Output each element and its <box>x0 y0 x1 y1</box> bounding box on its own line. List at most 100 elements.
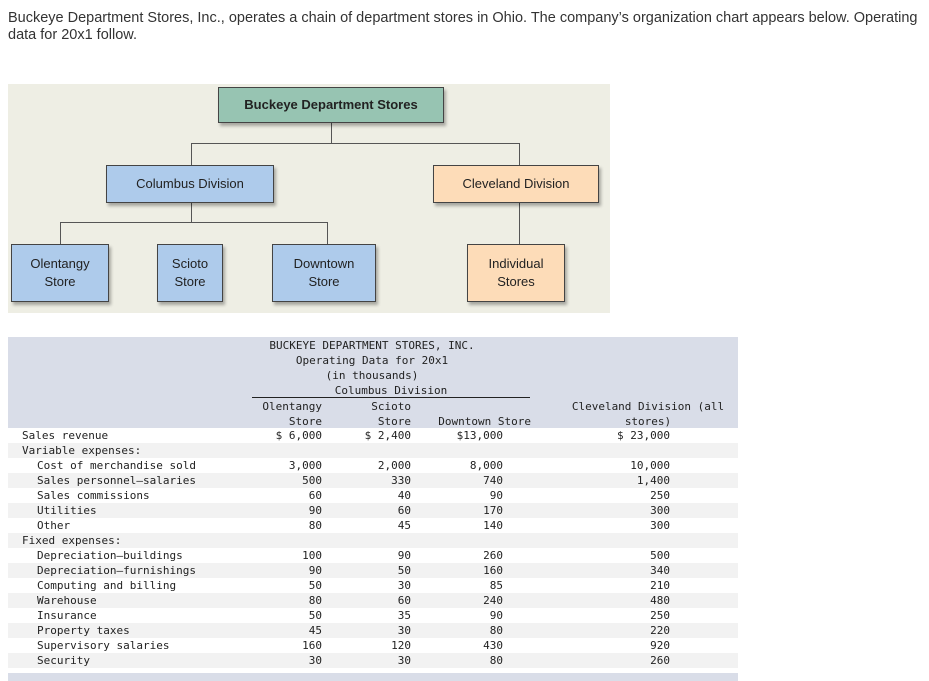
cell-value: 10,000 <box>630 459 670 472</box>
org-box-individual-stores: Individual Stores <box>467 244 565 302</box>
cell-value: 30 <box>397 579 411 592</box>
cell-value: 240 <box>483 594 503 607</box>
org-box-company: Buckeye Department Stores <box>218 87 444 123</box>
cell-value: 920 <box>650 639 670 652</box>
cell-value: 50 <box>397 564 411 577</box>
row-label: Sales personnel—salaries <box>37 474 196 487</box>
cell-value: 160 <box>302 639 322 652</box>
row-label: Variable expenses: <box>22 444 142 457</box>
org-chart: Buckeye Department Stores Columbus Divis… <box>8 84 610 313</box>
row-label: Property taxes <box>37 624 130 637</box>
cell-value: 90 <box>308 504 322 517</box>
cell-value: $13,000 <box>456 429 503 442</box>
row-label: Fixed expenses: <box>22 534 122 547</box>
col-header-olentangy: Olentangy Store <box>262 400 322 428</box>
cell-value: 480 <box>650 594 670 607</box>
org-box-olentangy-store: Olentangy Store <box>11 244 109 302</box>
cell-value: 90 <box>489 489 503 502</box>
cell-value: 60 <box>397 504 411 517</box>
cell-value: 45 <box>308 624 322 637</box>
cell-value: $ 6,000 <box>275 429 322 442</box>
table-row: Variable expenses: <box>8 443 738 458</box>
table-row: Fixed expenses: <box>8 533 738 548</box>
row-label: Supervisory salaries <box>37 639 170 652</box>
cell-value: 90 <box>397 549 411 562</box>
cell-value: $ 23,000 <box>617 429 670 442</box>
cell-value: 80 <box>489 654 503 667</box>
table-row: Sales revenue $ 6,000 $ 2,400 $13,000 $ 23,0… <box>8 428 738 443</box>
cell-value: 120 <box>391 639 411 652</box>
table-row: Cost of merchandise sold 3,000 2,000 8,000 1… <box>8 458 738 473</box>
cell-value: 80 <box>489 624 503 637</box>
org-box-columbus-division: Columbus Division <box>106 165 274 203</box>
org-box-downtown-store: Downtown Store <box>272 244 376 302</box>
cell-value: 60 <box>397 594 411 607</box>
cell-value: 220 <box>650 624 670 637</box>
row-label: Sales revenue <box>22 429 109 442</box>
columbus-division-header: Columbus Division <box>334 384 448 397</box>
table-row: Other 80 45 140 300 <box>8 518 738 533</box>
cell-value: 740 <box>483 474 503 487</box>
cell-value: 8,000 <box>469 459 503 472</box>
col-header-downtown: Downtown Store <box>438 415 531 428</box>
table-title: BUCKEYE DEPARTMENT STORES, INC. <box>269 339 475 352</box>
cell-value: 40 <box>397 489 411 502</box>
table-row: Sales personnel—salaries 500 330 740 1,400 <box>8 473 738 488</box>
cell-value: 210 <box>650 579 670 592</box>
table-row: Warehouse 80 60 240 480 <box>8 593 738 608</box>
cell-value: 30 <box>397 624 411 637</box>
cell-value: 80 <box>308 594 322 607</box>
table-units: (in thousands) <box>325 369 419 382</box>
cell-value: 260 <box>650 654 670 667</box>
row-label: Insurance <box>37 609 97 622</box>
cell-value: 3,000 <box>288 459 322 472</box>
cell-value: 500 <box>302 474 322 487</box>
cell-value: 140 <box>483 519 503 532</box>
cell-value: 85 <box>489 579 503 592</box>
cell-value: 60 <box>308 489 322 502</box>
cell-value: 90 <box>308 564 322 577</box>
row-label: Other <box>37 519 71 532</box>
org-box-scioto-store: Scioto Store <box>157 244 223 302</box>
operating-data-table: BUCKEYE DEPARTMENT STORES, INC. Operatin… <box>8 337 738 681</box>
cell-value: 430 <box>483 639 503 652</box>
table-row: Depreciation—buildings 100 90 260 500 <box>8 548 738 563</box>
cell-value: 250 <box>650 609 670 622</box>
cell-value: $ 2,400 <box>364 429 411 442</box>
cell-value: 50 <box>308 579 322 592</box>
cell-value: 2,000 <box>377 459 411 472</box>
cell-value: 30 <box>397 654 411 667</box>
row-label: Depreciation—furnishings <box>37 564 196 577</box>
cell-value: 330 <box>391 474 411 487</box>
cell-value: 170 <box>483 504 503 517</box>
cell-value: 260 <box>483 549 503 562</box>
cell-value: 1,400 <box>636 474 670 487</box>
row-label: Computing and billing <box>37 579 177 592</box>
row-label: Warehouse <box>37 594 97 607</box>
cell-value: 35 <box>397 609 411 622</box>
table-row: Property taxes 45 30 80 220 <box>8 623 738 638</box>
cell-value: 160 <box>483 564 503 577</box>
row-label: Depreciation—buildings <box>37 549 183 562</box>
row-label: Sales commissions <box>37 489 150 502</box>
table-row: Depreciation—furnishings 90 50 160 340 <box>8 563 738 578</box>
table-row: Supervisory salaries 160 120 430 920 <box>8 638 738 653</box>
col-header-scioto: Scioto Store <box>371 400 411 428</box>
intro-text: Buckeye Department Stores, Inc., operate… <box>8 10 918 43</box>
cell-value: 340 <box>650 564 670 577</box>
table-row: Computing and billing 50 30 85 210 <box>8 578 738 593</box>
cell-value: 300 <box>650 519 670 532</box>
table-row: Security 30 30 80 260 <box>8 653 738 668</box>
cell-value: 300 <box>650 504 670 517</box>
cell-value: 30 <box>308 654 322 667</box>
cell-value: 45 <box>397 519 411 532</box>
table-row: Utilities 90 60 170 300 <box>8 503 738 518</box>
row-label: Cost of merchandise sold <box>37 459 196 472</box>
table-row: Insurance 50 35 90 250 <box>8 608 738 623</box>
cell-value: 80 <box>308 519 322 532</box>
cell-value: 500 <box>650 549 670 562</box>
row-label: Security <box>37 654 90 667</box>
table-row: Sales commissions 60 40 90 250 <box>8 488 738 503</box>
table-subtitle: Operating Data for 20x1 <box>295 354 449 367</box>
cell-value: 250 <box>650 489 670 502</box>
